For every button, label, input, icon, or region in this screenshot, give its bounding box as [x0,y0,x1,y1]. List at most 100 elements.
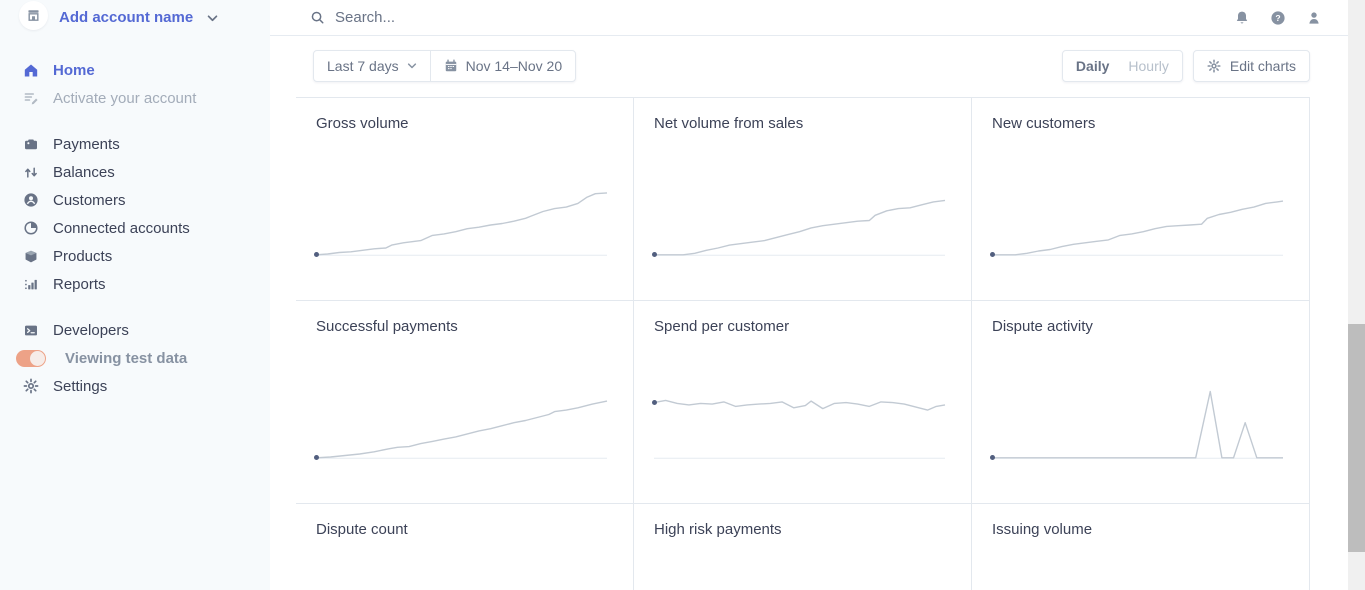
chart-card-net-volume-from-sales[interactable]: Net volume from sales [634,98,972,301]
reports-icon [22,277,40,292]
chart-card-spend-per-customer[interactable]: Spend per customer [634,301,972,504]
chart-title: Gross volume [316,115,409,132]
sidebar-item-reports[interactable]: Reports [0,270,270,298]
user-icon[interactable] [1306,10,1322,26]
search-icon [310,10,325,25]
chart-card-dispute-count[interactable]: Dispute count [296,504,634,590]
date-range-control: Last 7 days Nov 14–Nov 20 [313,50,577,82]
sparkline-spend-per-customer [651,384,945,459]
sparkline-start-dot [313,455,319,461]
test-data-toggle[interactable] [16,349,46,367]
help-icon[interactable]: ? [1270,10,1286,26]
sidebar-item-label: Balances [53,163,115,181]
date-range-label: Nov 14–Nov 20 [465,58,563,74]
sidebar-item-label: Viewing test data [65,349,188,367]
sparkline-dispute-activity [989,384,1283,461]
chart-card-high-risk-payments[interactable]: High risk payments [634,504,972,590]
sidebar-item-activate-account[interactable]: Activate your account [0,84,270,112]
range-preset-button[interactable]: Last 7 days [314,51,430,81]
range-preset-label: Last 7 days [327,58,399,74]
sidebar-item-products[interactable]: Products [0,242,270,270]
payments-icon [22,137,40,152]
sidebar-item-label: Customers [53,191,126,209]
dashboard-toolbar: Last 7 days Nov 14–Nov 20 Daily Hourly E… [296,50,1310,82]
gear-icon [1207,59,1221,73]
products-icon [22,249,40,264]
scrollbar-thumb[interactable] [1348,324,1365,552]
sidebar-item-label: Reports [53,275,106,293]
chart-title: High risk payments [654,521,782,538]
chart-card-gross-volume[interactable]: Gross volume [296,98,634,301]
edit-charts-button[interactable]: Edit charts [1192,50,1310,82]
topbar: ? [270,0,1348,36]
interval-daily[interactable]: Daily [1075,58,1110,74]
chevron-down-icon [407,63,417,69]
topbar-icons: ? [1234,10,1322,26]
account-avatar [19,0,48,30]
chart-grid: Gross volume Net volume from sales New cus… [296,97,1310,590]
chart-card-successful-payments[interactable]: Successful payments [296,301,634,504]
sidebar-item-developers[interactable]: Developers [0,316,270,344]
sparkline-start-dot [989,252,995,258]
sidebar: Add account name Home Activate your accou… [0,0,270,590]
calendar-icon [444,59,458,73]
sidebar-item-test-data[interactable]: Viewing test data [0,344,270,372]
interval-toggle[interactable]: Daily Hourly [1061,50,1183,82]
sidebar-nav-bottom: Developers Viewing test data Settings [0,316,270,400]
chart-title: Dispute activity [992,318,1093,335]
chevron-down-icon [207,14,218,22]
sidebar-item-connected-accounts[interactable]: Connected accounts [0,214,270,242]
sparkline-net-volume-from-sales [651,181,945,258]
sparkline-start-dot [989,455,995,461]
chart-title: Net volume from sales [654,115,804,132]
developers-icon [22,323,40,338]
sparkline-gross-volume [313,181,607,258]
sidebar-item-settings[interactable]: Settings [0,372,270,400]
customers-icon [22,192,40,208]
edit-charts-label: Edit charts [1229,58,1296,74]
sidebar-item-label: Products [53,247,113,265]
connected-accounts-icon [22,220,40,236]
sparkline-start-dot [651,400,657,406]
sidebar-item-label: Connected accounts [53,219,190,237]
chart-card-new-customers[interactable]: New customers [972,98,1310,301]
sidebar-nav-top: Home Activate your account [0,56,270,112]
interval-hourly[interactable]: Hourly [1128,58,1169,74]
sidebar-item-balances[interactable]: Balances [0,158,270,186]
sidebar-item-label: Settings [53,377,108,395]
chart-title: New customers [992,115,1096,132]
date-range-button[interactable]: Nov 14–Nov 20 [429,51,576,81]
vertical-scrollbar[interactable] [1348,0,1365,590]
toolbar-right: Daily Hourly Edit charts [1061,50,1310,82]
home-icon [22,63,40,78]
storefront-icon [26,8,41,23]
sidebar-item-label: Home [53,61,95,79]
toggle-knob [30,350,45,366]
settings-icon [22,378,40,394]
sidebar-item-payments[interactable]: Payments [0,130,270,158]
chart-card-issuing-volume[interactable]: Issuing volume [972,504,1310,590]
main-area: ? Last 7 days Nov 14–Nov 20 Daily Hourly… [270,0,1348,590]
chart-title: Spend per customer [654,318,790,335]
sidebar-item-customers[interactable]: Customers [0,186,270,214]
chart-title: Issuing volume [992,521,1093,538]
activate-icon [22,91,40,106]
sparkline-successful-payments [313,384,607,461]
balances-icon [22,165,40,180]
sparkline-start-dot [313,252,319,258]
svg-text:?: ? [1275,13,1280,23]
sparkline-start-dot [651,252,657,258]
sidebar-item-label: Payments [53,135,120,153]
sidebar-item-label: Activate your account [53,89,197,107]
account-name-label[interactable]: Add account name [59,8,194,26]
bell-icon[interactable] [1234,10,1250,26]
sparkline-new-customers [989,181,1283,258]
chart-title: Dispute count [316,521,408,538]
sidebar-nav-main: Payments Balances Customers Connected accou… [0,130,270,298]
account-switcher[interactable]: Add account name [0,0,270,34]
search-input[interactable] [335,9,1234,26]
sidebar-item-home[interactable]: Home [0,56,270,84]
chart-title: Successful payments [316,318,458,335]
sidebar-item-label: Developers [53,321,129,339]
chart-card-dispute-activity[interactable]: Dispute activity [972,301,1310,504]
